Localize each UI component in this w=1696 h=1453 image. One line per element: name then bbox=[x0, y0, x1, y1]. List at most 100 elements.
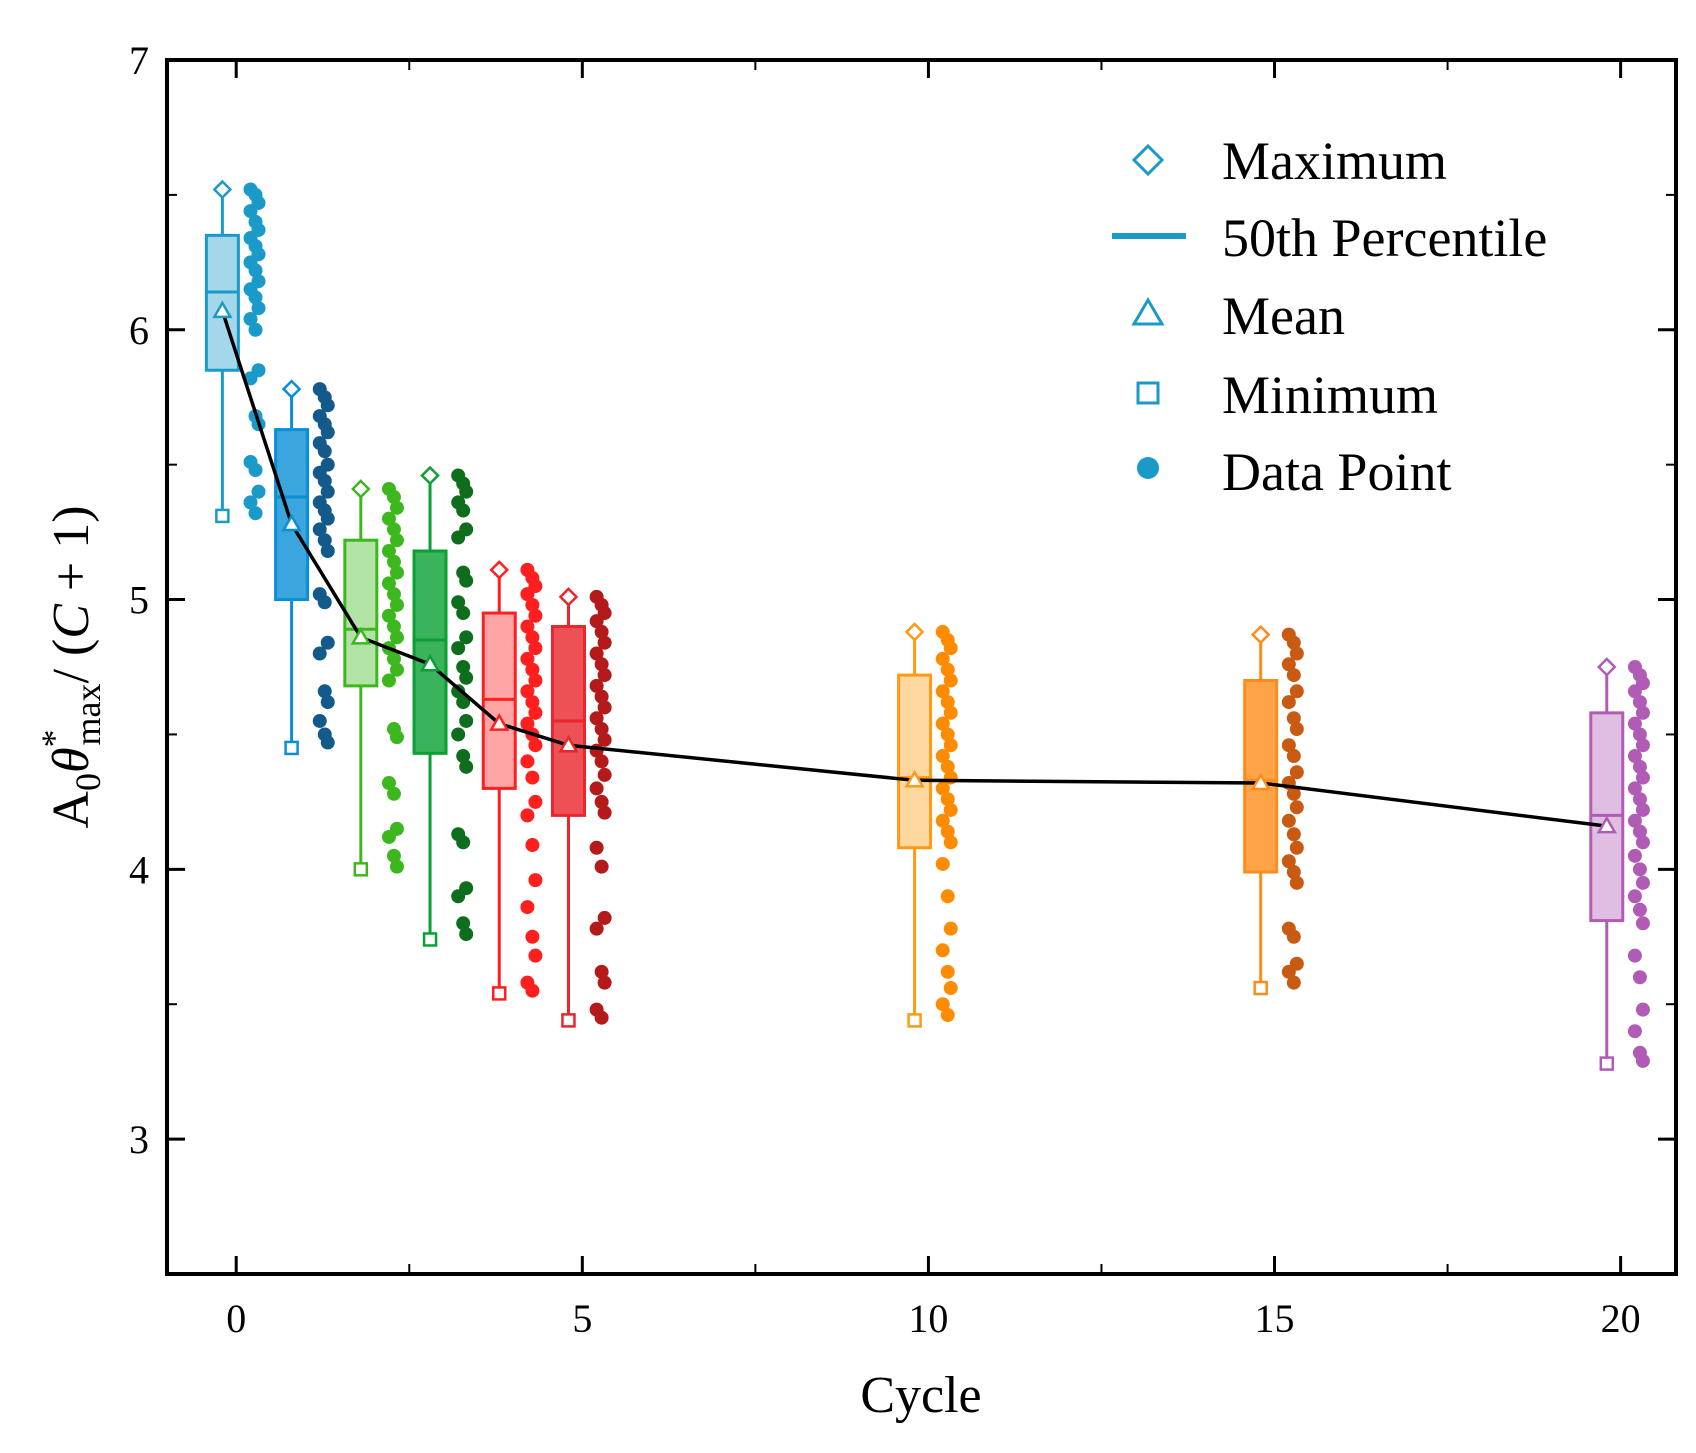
data-point bbox=[589, 646, 604, 661]
data-point bbox=[935, 651, 950, 666]
data-point bbox=[940, 727, 955, 742]
data-point bbox=[386, 587, 401, 602]
data-point bbox=[1627, 716, 1642, 731]
data-point bbox=[1286, 786, 1301, 801]
data-point bbox=[943, 738, 958, 753]
x-axis-title: Cycle bbox=[860, 1367, 981, 1424]
data-point bbox=[528, 948, 543, 963]
plot-frame bbox=[165, 58, 1678, 1276]
data-point bbox=[935, 813, 950, 828]
data-point bbox=[940, 662, 955, 677]
data-point bbox=[317, 473, 332, 488]
data-point bbox=[320, 635, 335, 650]
data-point bbox=[1289, 840, 1304, 855]
data-point bbox=[943, 802, 958, 817]
data-point bbox=[589, 781, 604, 796]
data-point bbox=[386, 522, 401, 537]
data-point bbox=[320, 511, 335, 526]
data-point bbox=[520, 900, 535, 915]
data-point bbox=[312, 646, 327, 661]
data-point bbox=[320, 425, 335, 440]
data-point bbox=[525, 630, 540, 645]
y-tick-label: 6 bbox=[129, 308, 149, 353]
y-title-tail: + 1) bbox=[43, 505, 100, 604]
data-point bbox=[525, 597, 540, 612]
data-point bbox=[451, 684, 466, 699]
legend: Maximum 50th Percentile Mean Minimum Dat… bbox=[1112, 131, 1547, 502]
min-marker bbox=[284, 740, 299, 756]
data-point bbox=[520, 587, 535, 602]
data-point bbox=[940, 1008, 955, 1023]
y-tick-label: 7 bbox=[129, 38, 149, 83]
data-point bbox=[1632, 695, 1647, 710]
data-point bbox=[1281, 813, 1296, 828]
data-point bbox=[589, 614, 604, 629]
data-point bbox=[320, 735, 335, 750]
y-tick-label: 5 bbox=[129, 578, 149, 623]
y-title-sub1: 0 bbox=[68, 773, 108, 791]
data-point bbox=[520, 716, 535, 731]
data-point bbox=[940, 759, 955, 774]
box-group-cycle-0 bbox=[204, 179, 266, 524]
data-point bbox=[1635, 1053, 1650, 1068]
data-point bbox=[597, 805, 612, 820]
data-point bbox=[520, 619, 535, 634]
data-point bbox=[456, 749, 471, 764]
data-point bbox=[1632, 727, 1647, 742]
data-point bbox=[525, 983, 540, 998]
legend-mean-marker bbox=[1131, 297, 1165, 326]
legend-median-label: 50th Percentile bbox=[1222, 208, 1547, 268]
data-point bbox=[597, 732, 612, 747]
data-point bbox=[1281, 695, 1296, 710]
data-point bbox=[1289, 646, 1304, 661]
data-point bbox=[451, 889, 466, 904]
data-point bbox=[320, 543, 335, 558]
data-point bbox=[459, 573, 474, 588]
data-point bbox=[389, 500, 404, 515]
box-group-cycle-3 bbox=[412, 465, 474, 947]
data-point bbox=[389, 630, 404, 645]
data-point bbox=[589, 840, 604, 855]
data-point bbox=[935, 781, 950, 796]
data-point bbox=[456, 835, 471, 850]
data-point bbox=[525, 662, 540, 677]
box-iqr bbox=[343, 538, 379, 688]
data-point bbox=[940, 695, 955, 710]
data-point bbox=[940, 964, 955, 979]
data-point bbox=[243, 204, 258, 219]
data-point bbox=[1627, 749, 1642, 764]
y-title-sub2: max bbox=[68, 684, 108, 746]
data-point bbox=[589, 678, 604, 693]
data-point bbox=[320, 398, 335, 413]
data-point bbox=[528, 641, 543, 656]
data-point bbox=[389, 533, 404, 548]
data-point bbox=[935, 716, 950, 731]
data-point bbox=[943, 641, 958, 656]
data-point bbox=[1289, 875, 1304, 890]
min-marker bbox=[1253, 980, 1268, 996]
data-point bbox=[1635, 738, 1650, 753]
data-point bbox=[317, 444, 332, 459]
data-point bbox=[1281, 854, 1296, 869]
data-point bbox=[1281, 657, 1296, 672]
data-point bbox=[525, 770, 540, 785]
data-point bbox=[248, 263, 263, 278]
data-point bbox=[1286, 635, 1301, 650]
y-tick-label: 4 bbox=[129, 847, 149, 892]
mean-marker bbox=[281, 513, 302, 532]
x-tick-label: 5 bbox=[572, 1296, 592, 1341]
x-tick-label: 10 bbox=[908, 1296, 948, 1341]
max-marker bbox=[281, 379, 302, 399]
min-marker bbox=[907, 1013, 922, 1028]
data-point bbox=[943, 835, 958, 850]
data-point bbox=[456, 606, 471, 621]
data-point bbox=[1281, 964, 1296, 979]
mean-marker bbox=[419, 653, 441, 672]
data-point bbox=[1286, 929, 1301, 944]
data-point bbox=[943, 921, 958, 936]
data-point bbox=[940, 889, 955, 904]
x-tick-label: 15 bbox=[1255, 1296, 1295, 1341]
data-point bbox=[1289, 800, 1304, 815]
data-point bbox=[594, 964, 609, 979]
